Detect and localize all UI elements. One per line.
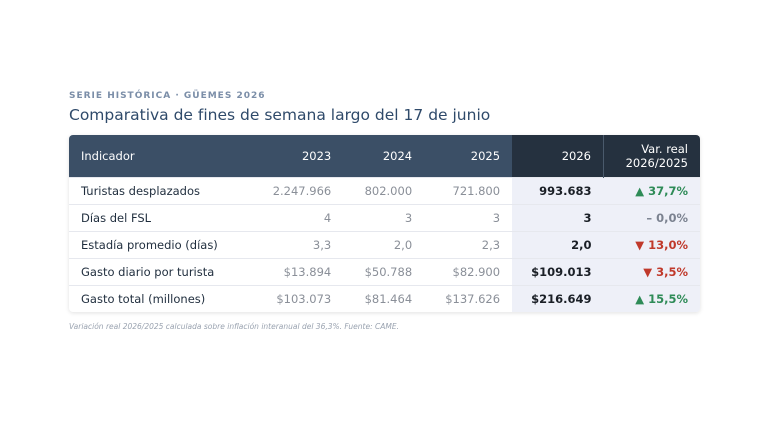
table-cell: $13.894 <box>251 258 344 286</box>
table-cell: – 0,0% <box>603 204 700 232</box>
table-cell: 3 <box>424 204 513 232</box>
table-cell: 2,0 <box>512 231 604 259</box>
table-cell: ▲ 37,7% <box>603 177 700 205</box>
column-header-text: 2023 <box>301 149 332 163</box>
footnote: Variación real 2026/2025 calculada sobre… <box>69 322 399 331</box>
table-cell: $216.649 <box>512 285 604 312</box>
column-header: Indicador <box>69 135 252 178</box>
column-header: Var. real 2026/2025 <box>603 135 700 178</box>
header-row: Indicador 2023 2024 2025 2026 Var. real 2026/… <box>69 135 700 178</box>
kicker: SERIE HISTÓRICA · GÜEMES 2026 <box>69 91 266 101</box>
table-row: Gasto total (millones) $103.073 $81.464 $13… <box>69 285 700 312</box>
table-cell: ▲ 15,5% <box>603 285 700 312</box>
column-header-text: 2025 <box>470 149 501 163</box>
table-cell: 2,0 <box>343 231 425 259</box>
table-cell: $109.013 <box>512 258 604 286</box>
table-cell: 721.800 <box>424 177 513 205</box>
table-row: Turistas desplazados 2.247.966 802.000 721.… <box>69 177 700 205</box>
column-header: 2025 <box>424 135 513 178</box>
table-body: Turistas desplazados 2.247.966 802.000 721.… <box>69 177 700 312</box>
table-cell: Gasto total (millones) <box>69 285 252 312</box>
table-cell: Días del FSL <box>69 204 252 232</box>
table-cell: $137.626 <box>424 285 513 312</box>
table-cell: 802.000 <box>343 177 425 205</box>
table-head: Indicador 2023 2024 2025 2026 Var. real 2026/… <box>69 135 700 178</box>
table-cell: Gasto diario por turista <box>69 258 252 286</box>
table-cell: $82.900 <box>424 258 513 286</box>
table-cell: 3,3 <box>251 231 344 259</box>
table-cell: 3 <box>512 204 604 232</box>
table-row: Días del FSL 4 3 3 3– 0,0% <box>69 204 700 232</box>
table-cell: 4 <box>251 204 344 232</box>
table-cell: ▼ 13,0% <box>603 231 700 259</box>
column-header: 2024 <box>343 135 425 178</box>
column-header: 2026 <box>512 135 604 178</box>
comparison-table: Indicador 2023 2024 2025 2026 Var. real 2026/… <box>69 135 700 312</box>
column-header-text: 2026 <box>561 149 591 163</box>
column-header-text: 2024 <box>382 149 413 163</box>
table-cell: 3 <box>343 204 425 232</box>
table-cell: Estadía promedio (días) <box>69 231 252 259</box>
table-cell: $50.788 <box>343 258 425 286</box>
table-cell: 2,3 <box>424 231 513 259</box>
column-header-text: Var. real 2026/2025 <box>625 142 688 170</box>
table-row: Gasto diario por turista $13.894 $50.788 $8… <box>69 258 700 286</box>
table-cell: $103.073 <box>251 285 344 312</box>
table-cell: 2.247.966 <box>251 177 344 205</box>
table-cell: $81.464 <box>343 285 425 312</box>
table-cell: 993.683 <box>512 177 604 205</box>
table-row: Estadía promedio (días) 3,3 2,0 2,3 2,0 ▼ 13,… <box>69 231 700 259</box>
title: Comparativa de fines de semana largo del… <box>69 106 491 124</box>
table-cell: Turistas desplazados <box>69 177 252 205</box>
column-header: 2023 <box>251 135 344 178</box>
table-cell: ▼ 3,5% <box>603 258 700 286</box>
column-header-text: Indicador <box>81 149 135 163</box>
